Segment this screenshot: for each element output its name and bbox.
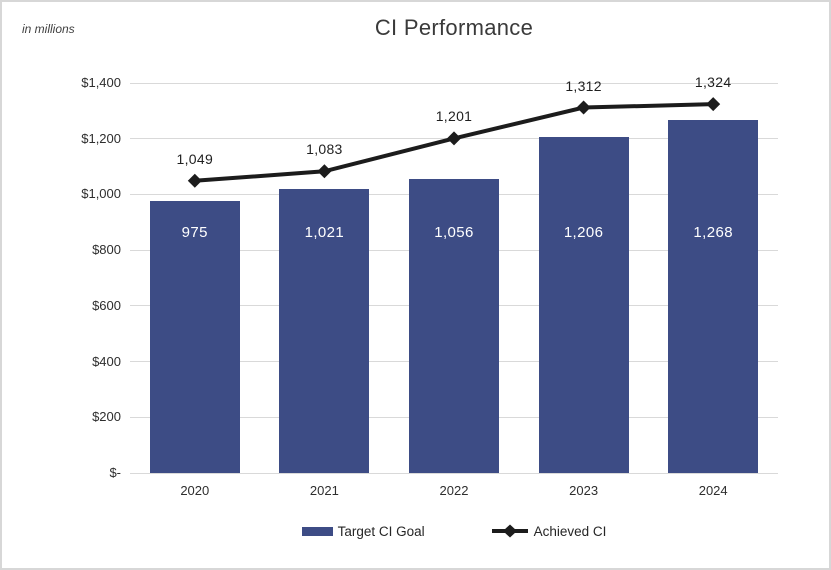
line-data-label: 1,201 (435, 108, 473, 125)
bar-value-label: 1,056 (434, 224, 474, 241)
bar-value-label: 1,206 (563, 224, 604, 241)
gridline (130, 82, 778, 84)
gridline (130, 472, 778, 474)
diamond-marker (317, 164, 332, 179)
bar-value-label: 975 (181, 224, 208, 241)
diamond-marker (706, 97, 721, 112)
x-tick-label-2022: 2022 (439, 483, 469, 498)
chart-title: CI Performance (374, 15, 534, 40)
legend-item-target-ci-goal: Target CI Goal (301, 523, 425, 539)
y-tick-label: $1,400 (81, 75, 121, 90)
y-tick-label: $800 (92, 242, 121, 258)
line-data-label: 1,312 (565, 77, 602, 94)
line-data-label: 1,083 (306, 141, 343, 158)
diamond-marker (576, 100, 591, 115)
legend: Target CI Goal Achieved CI (130, 523, 778, 539)
legend-item-achieved-ci: Achieved CI (491, 523, 607, 539)
bar-2022 (409, 178, 499, 473)
y-tick-label: $400 (92, 353, 121, 369)
line-data-label: 1,324 (694, 74, 732, 91)
y-tick-label: $600 (92, 297, 121, 313)
x-tick-label-2024: 2024 (698, 483, 728, 498)
y-tick-label: $200 (92, 409, 121, 425)
diamond-marker (187, 173, 202, 188)
bar-swatch-icon (301, 526, 333, 536)
y-tick-label: $- (109, 465, 121, 480)
line-data-label: 1,049 (176, 150, 214, 167)
bar-2020 (149, 201, 240, 473)
x-tick-label-2021: 2021 (309, 483, 339, 498)
line-diamond-icon (491, 524, 528, 538)
bar-2021 (279, 188, 370, 473)
x-tick-label-2023: 2023 (569, 483, 599, 498)
y-tick-label: $1,000 (81, 186, 121, 202)
bar-value-label: 1,268 (693, 224, 733, 241)
bar-2024 (668, 119, 759, 473)
bar-value-label: 1,021 (304, 224, 345, 241)
x-tick-label-2020: 2020 (180, 483, 210, 498)
bar-2023 (538, 137, 629, 473)
y-tick-label: $1,200 (81, 130, 121, 146)
legend-label-target-ci-goal: Target CI Goal (337, 523, 425, 539)
units-note: in millions (22, 22, 75, 36)
legend-label-achieved-ci: Achieved CI (533, 523, 607, 539)
